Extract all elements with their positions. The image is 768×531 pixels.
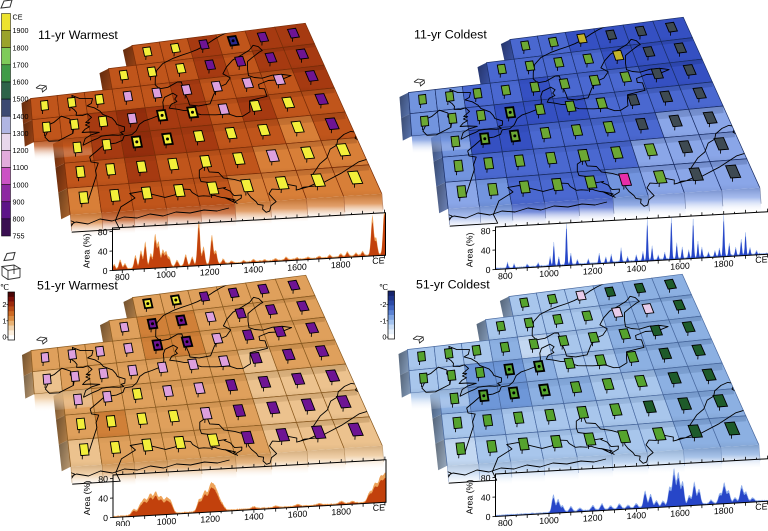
svg-text:80: 80: [98, 474, 108, 485]
svg-text:CE: CE: [755, 254, 767, 265]
svg-text:1600: 1600: [670, 261, 690, 272]
svg-text:1800: 1800: [714, 505, 734, 516]
svg-text:800: 800: [115, 519, 130, 526]
svg-text:-2: -2: [380, 300, 387, 309]
svg-text:1000: 1000: [157, 516, 177, 526]
svg-text:80: 80: [98, 227, 108, 238]
svg-text:11-yr Coldest: 11-yr Coldest: [414, 28, 487, 42]
svg-text:1: 1: [2, 316, 6, 325]
svg-text:1300: 1300: [13, 129, 29, 138]
svg-text:51-yr Warmest: 51-yr Warmest: [37, 279, 118, 293]
svg-text:1000: 1000: [13, 180, 29, 189]
svg-text:40: 40: [98, 246, 108, 257]
svg-text:40: 40: [481, 245, 491, 256]
svg-text:1800: 1800: [13, 43, 29, 52]
svg-text:CE: CE: [755, 501, 767, 512]
svg-text:1600: 1600: [670, 508, 690, 519]
svg-text:2: 2: [2, 300, 6, 309]
svg-text:0: 0: [2, 333, 6, 342]
svg-text:1400: 1400: [13, 112, 29, 121]
svg-text:1600: 1600: [288, 509, 308, 520]
svg-text:1200: 1200: [200, 514, 220, 525]
svg-text:755: 755: [13, 232, 25, 241]
svg-text:Area (%): Area (%): [82, 233, 92, 268]
svg-text:1800: 1800: [714, 258, 734, 269]
svg-text:0: 0: [382, 333, 386, 342]
svg-text:1200: 1200: [583, 266, 603, 277]
svg-text:1800: 1800: [331, 259, 351, 270]
svg-text:1200: 1200: [583, 513, 603, 524]
svg-text:CE: CE: [13, 13, 23, 22]
svg-text:51-yr Coldest: 51-yr Coldest: [416, 278, 490, 292]
svg-text:1400: 1400: [627, 510, 647, 521]
svg-text:1100: 1100: [13, 163, 28, 172]
svg-text:0: 0: [486, 265, 491, 275]
svg-text:800: 800: [498, 271, 513, 282]
svg-text:1700: 1700: [13, 60, 29, 69]
svg-text:Area (%): Area (%): [82, 480, 92, 515]
svg-text:0: 0: [103, 266, 108, 276]
svg-text:900: 900: [13, 197, 25, 206]
svg-text:1200: 1200: [13, 146, 29, 155]
svg-text:Area (%): Area (%): [465, 479, 475, 514]
svg-text:1000: 1000: [156, 269, 176, 280]
svg-text:1400: 1400: [244, 511, 264, 522]
svg-text:1600: 1600: [13, 78, 29, 87]
svg-text:1400: 1400: [627, 263, 647, 274]
svg-text:40: 40: [98, 493, 108, 504]
svg-text:80: 80: [481, 473, 491, 484]
svg-text:-1: -1: [380, 316, 387, 325]
svg-text:0: 0: [486, 512, 491, 522]
svg-text:40: 40: [481, 492, 491, 503]
svg-text:1500: 1500: [13, 95, 29, 104]
svg-text:11-yr Warmest: 11-yr Warmest: [38, 28, 118, 42]
svg-text:℃: ℃: [0, 283, 9, 292]
svg-text:0: 0: [103, 513, 108, 523]
svg-text:800: 800: [13, 215, 25, 224]
svg-text:1000: 1000: [539, 268, 559, 279]
svg-text:1200: 1200: [200, 267, 220, 278]
svg-text:1000: 1000: [539, 515, 559, 526]
svg-text:℃: ℃: [379, 283, 388, 292]
svg-text:800: 800: [498, 518, 513, 526]
svg-text:1800: 1800: [331, 506, 351, 517]
svg-text:Area (%): Area (%): [465, 232, 475, 267]
svg-text:CE: CE: [372, 255, 384, 266]
svg-text:80: 80: [481, 226, 491, 237]
svg-text:1900: 1900: [13, 26, 29, 35]
svg-text:1600: 1600: [287, 262, 307, 273]
svg-text:CE: CE: [373, 502, 385, 513]
svg-text:1400: 1400: [244, 264, 264, 275]
